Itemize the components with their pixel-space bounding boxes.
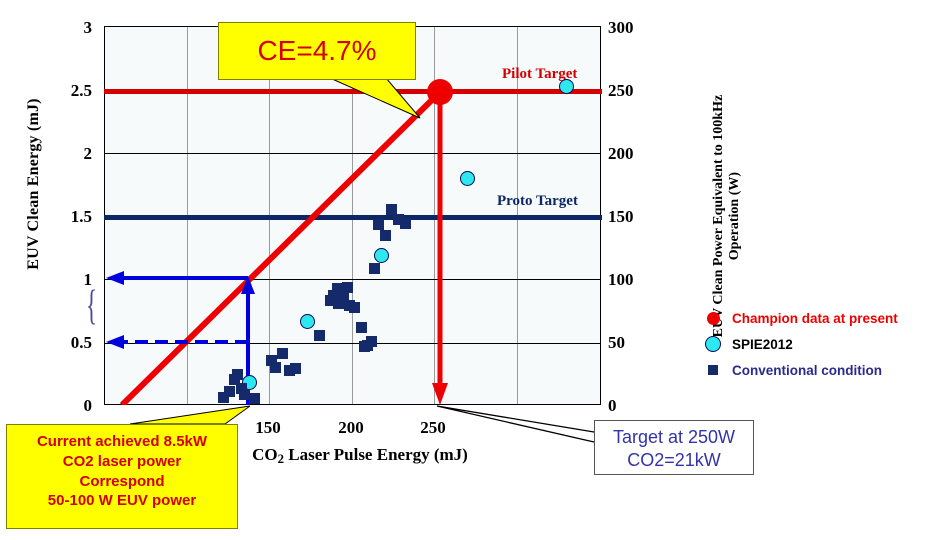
x-axis-title-suffix: Laser Pulse Energy (mJ): [284, 445, 468, 464]
ce-callout-text: CE=4.7%: [257, 35, 377, 66]
target-drop-arrowhead: [432, 383, 448, 405]
data-point-conventional: [269, 361, 281, 373]
legend-item-spie2012: SPIE2012: [700, 331, 950, 357]
ytick-right-0: 0: [608, 396, 617, 415]
navy-square-marker-icon: [700, 365, 726, 375]
data-point-conventional: [223, 385, 235, 397]
range-brace-icon: {: [86, 283, 98, 329]
legend-label-champion: Champion data at present: [732, 310, 898, 326]
y-axis-title-right-line1: EUV Clean Power Equivalent to 100kHz: [710, 94, 726, 338]
data-point-conventional: [400, 217, 412, 229]
data-point-conventional: [372, 218, 384, 230]
data-point-conventional: [232, 369, 244, 381]
data-point-conventional: [239, 389, 251, 401]
legend-label-conventional: Conventional condition: [732, 362, 882, 378]
gridline-y-1: [105, 279, 600, 280]
data-point-conventional: [355, 322, 367, 334]
legend: Champion data at present SPIE2012 Conven…: [700, 305, 950, 383]
ytick-left-0: 0: [83, 396, 93, 415]
ytick-right-150: 150: [608, 207, 634, 226]
ytick-right-100: 100: [608, 270, 634, 289]
data-point-conventional: [249, 393, 261, 405]
gridline-y-0_5: [105, 343, 600, 344]
x-axis-title-subscript: 2: [277, 452, 285, 467]
data-point-conventional: [290, 362, 302, 374]
target-callout-line2: CO2=21kW: [627, 449, 721, 470]
ce-callout: CE=4.7%: [218, 22, 416, 80]
legend-item-champion: Champion data at present: [700, 305, 950, 331]
legend-label-spie2012: SPIE2012: [732, 336, 793, 352]
data-point-conventional: [348, 302, 360, 314]
data-point-conventional: [365, 336, 377, 348]
legend-item-conventional: Conventional condition: [700, 357, 950, 383]
data-point-conventional: [218, 391, 230, 403]
upper-level-arrowhead: [106, 271, 124, 285]
data-point-conventional: [266, 355, 278, 367]
data-point-conventional: [393, 213, 405, 225]
data-point-conventional: [386, 203, 398, 215]
data-point-conventional: [235, 383, 247, 395]
data-point-conventional: [276, 347, 288, 359]
achieved-energy-arrowhead: [241, 276, 255, 294]
data-point-conventional: [328, 289, 340, 301]
ytick-left-2: 2: [83, 144, 93, 163]
target-callout-line1: Target at 250W: [612, 427, 736, 447]
current-callout-line1: Current achieved 8.5kW: [36, 433, 208, 450]
ytick-right-200: 200: [608, 144, 634, 163]
blue-indicator-group: [106, 271, 255, 405]
ytick-right-50: 50: [608, 333, 625, 352]
data-point-conventional: [314, 330, 326, 342]
champion-data-point: [427, 79, 453, 105]
data-point-spie2012: [459, 171, 475, 187]
y-axis-title-left: EUV Clean Energy (mJ): [25, 98, 42, 270]
data-point-spie2012: [559, 79, 575, 95]
data-point-conventional: [283, 365, 295, 377]
current-callout-line2: CO2 laser power: [62, 452, 182, 470]
ce-trend-line-group: [119, 89, 448, 405]
current-callout-line4: 50-100 W EUV power: [47, 492, 197, 510]
data-point-conventional: [341, 282, 353, 293]
xtick-150: 150: [255, 418, 281, 437]
y-axis-title-right-line2: Operation (W): [727, 171, 742, 261]
data-point-conventional: [369, 263, 381, 275]
data-point-conventional: [379, 230, 391, 242]
x-axis-title: CO2 Laser Pulse Energy (mJ): [170, 445, 550, 467]
proto-target-line: [104, 215, 602, 220]
ytick-right-300: 300: [608, 18, 634, 37]
x-axis-title-prefix: CO: [252, 445, 278, 464]
ytick-left-3: 3: [83, 18, 93, 37]
current-achieved-callout: Current achieved 8.5kW CO2 laser power C…: [6, 424, 238, 529]
ytick-left-1: 1: [83, 270, 93, 289]
proto-target-label: Proto Target: [497, 193, 578, 209]
data-point-conventional: [338, 293, 350, 305]
ytick-left-2_5: 2.5: [70, 81, 92, 100]
pilot-target-label: Pilot Target: [502, 66, 578, 82]
lower-level-arrowhead: [106, 335, 124, 349]
ytick-left-0_5: 0.5: [70, 333, 92, 352]
current-callout-line3: Correspond: [79, 472, 165, 490]
xtick-250: 250: [420, 418, 446, 437]
data-point-spie2012: [374, 248, 390, 264]
ce-trend-line: [119, 89, 443, 405]
ytick-right-250: 250: [608, 81, 634, 100]
data-point-spie2012: [300, 314, 316, 330]
target-250w-callout: Target at 250W CO2=21kW: [594, 420, 754, 475]
xtick-200: 200: [338, 418, 364, 437]
red-circle-marker-icon: [700, 311, 726, 325]
gridline-y-2: [105, 153, 600, 154]
cyan-circle-marker-icon: [700, 336, 726, 352]
ytick-left-1_5: 1.5: [70, 207, 92, 226]
